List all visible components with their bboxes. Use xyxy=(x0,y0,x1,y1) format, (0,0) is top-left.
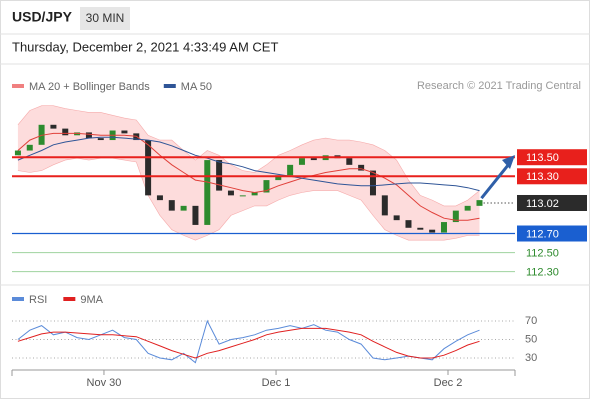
y-tick-label: 30 xyxy=(525,352,537,364)
legend-label: MA 20 + Bollinger Bands xyxy=(29,81,150,93)
candle xyxy=(405,220,412,228)
candle xyxy=(26,144,33,151)
ma-line xyxy=(17,136,480,192)
level-label: 112.30 xyxy=(526,267,559,279)
candle xyxy=(310,158,317,161)
legend-label: MA 50 xyxy=(181,81,212,93)
level-label: 113.30 xyxy=(526,171,559,183)
legend-swatch xyxy=(63,297,76,301)
candle xyxy=(381,195,388,216)
indicator-line xyxy=(17,327,480,359)
level-label: 113.50 xyxy=(526,152,559,164)
ma-line xyxy=(17,132,480,221)
candle xyxy=(204,160,211,225)
x-tick-label: Dec 2 xyxy=(434,377,463,389)
candle xyxy=(263,180,270,193)
candle xyxy=(227,190,234,196)
forecast-arrow xyxy=(480,163,511,200)
candle xyxy=(156,195,163,201)
candle xyxy=(14,150,21,156)
x-tick-label: Dec 1 xyxy=(262,377,291,389)
candle xyxy=(393,215,400,221)
candle xyxy=(62,128,69,136)
legend-swatch xyxy=(12,297,24,301)
candle xyxy=(275,175,282,181)
candle xyxy=(180,205,187,211)
legend-swatch xyxy=(163,84,176,88)
candle xyxy=(476,200,483,206)
candle xyxy=(85,132,92,139)
legend-label: RSI xyxy=(29,294,47,306)
candle xyxy=(440,222,447,233)
candle xyxy=(298,158,305,165)
x-tick-label: Nov 30 xyxy=(87,377,122,389)
candle xyxy=(287,164,294,176)
indicator-line xyxy=(17,319,480,364)
candle xyxy=(239,195,246,197)
candle xyxy=(50,124,57,129)
y-tick-label: 50 xyxy=(525,333,537,345)
legend-swatch xyxy=(12,84,24,88)
candle xyxy=(464,205,471,211)
candle xyxy=(145,140,152,196)
candle xyxy=(452,210,459,223)
level-label: 113.02 xyxy=(526,198,559,210)
level-label: 112.50 xyxy=(526,247,559,259)
symbol: USD/JPY xyxy=(12,9,73,25)
candle xyxy=(369,170,376,196)
timeframe: 30 MIN xyxy=(86,11,125,25)
candle xyxy=(429,229,436,233)
candle xyxy=(121,130,128,134)
candle xyxy=(358,164,365,171)
candle xyxy=(417,227,424,230)
band-edge xyxy=(17,105,480,207)
level-label: 112.70 xyxy=(526,228,559,240)
level-label-box xyxy=(517,194,587,211)
candle xyxy=(346,158,353,165)
level-label-box xyxy=(517,149,587,166)
timestamp: Thursday, December 2, 2021 4:33:49 AM CE… xyxy=(12,39,278,54)
candle xyxy=(168,200,175,211)
band-edge xyxy=(17,157,480,241)
y-tick-label: 70 xyxy=(525,315,537,327)
level-label-box xyxy=(517,225,587,242)
credit: Research © 2021 Trading Central xyxy=(417,80,581,92)
candle xyxy=(192,205,199,225)
candle xyxy=(97,138,104,141)
timeframe-box xyxy=(80,7,130,30)
level-label-box xyxy=(517,168,587,185)
candle xyxy=(251,192,258,196)
legend-label: 9MA xyxy=(80,294,103,306)
forecast-arrow-head xyxy=(502,155,515,169)
